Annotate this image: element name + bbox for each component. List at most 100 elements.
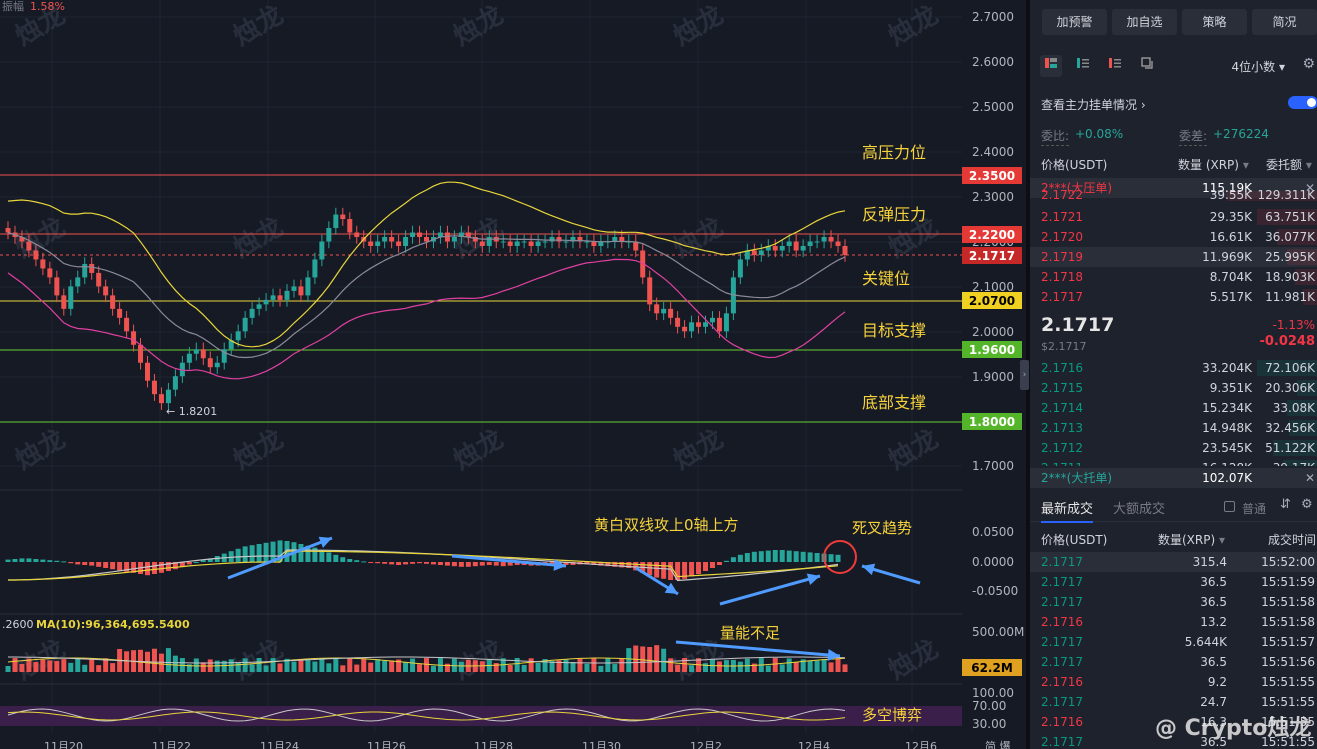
- ask-row[interactable]: 2.1720 16.61K 36.077K: [1030, 227, 1317, 247]
- main-orders-toggle[interactable]: [1288, 96, 1317, 109]
- volume-bar: [584, 663, 590, 672]
- overview-button[interactable]: 简况: [1252, 9, 1317, 35]
- macd-bar: [584, 562, 590, 565]
- qty-header[interactable]: 数量 (XRP) ▾: [1178, 156, 1249, 173]
- date-axis-label: 11月30: [582, 740, 621, 749]
- depth-bar: [1277, 229, 1317, 245]
- volume-bar: [12, 658, 18, 672]
- candle-body: [542, 241, 548, 243]
- ask-price: 2.1721: [1041, 210, 1083, 224]
- both-sides-view-icon[interactable]: [1040, 55, 1062, 77]
- tab-latest-trades[interactable]: 最新成交: [1041, 498, 1094, 523]
- volume-bar: [347, 658, 353, 672]
- rsi-axis-label: 30.00: [972, 717, 1006, 731]
- volume-bar: [424, 658, 429, 672]
- main-orders-link[interactable]: 查看主力挂单情况 ›: [1041, 96, 1146, 113]
- change-abs: -0.0248: [1259, 334, 1315, 349]
- candle-body: [549, 237, 555, 242]
- chevron-down-icon: ▾: [1278, 60, 1285, 74]
- bid-row[interactable]: 2.1715 9.351K 20.306K: [1030, 378, 1317, 398]
- add-favorite-button[interactable]: 加自选: [1112, 9, 1177, 35]
- close-icon[interactable]: ✕: [1304, 181, 1315, 195]
- filter-icon[interactable]: ⇵: [1280, 497, 1291, 512]
- macd-bar: [47, 560, 53, 562]
- add-alert-button[interactable]: 加预警: [1042, 9, 1107, 35]
- bid-row[interactable]: 2.1714 15.234K 33.08K: [1030, 398, 1317, 418]
- candle-body: [207, 358, 213, 368]
- volume-bar: [396, 659, 402, 672]
- macd-bar: [270, 541, 276, 562]
- normal-checkbox[interactable]: [1224, 501, 1235, 512]
- ratio-label: 委比:: [1041, 127, 1070, 146]
- candle-body: [165, 389, 171, 404]
- tab-large-trades[interactable]: 大额成交: [1113, 502, 1166, 517]
- watermark: 烛龙: [884, 424, 944, 476]
- price-axis-label: 2.6000: [972, 55, 1014, 69]
- trade-qty-header[interactable]: 数量(XRP) ▾: [1158, 531, 1225, 548]
- current-price-tag-bg: [962, 247, 1022, 264]
- annotation-death-cross: 死叉趋势: [852, 519, 912, 537]
- amount-header[interactable]: 委托额 ▾: [1266, 156, 1312, 173]
- gear-icon[interactable]: ⚙: [1302, 56, 1315, 72]
- volume-bar: [772, 658, 778, 672]
- macd-bar: [207, 558, 213, 562]
- macd-bar: [786, 550, 792, 562]
- settings-icon[interactable]: ⚙: [1301, 497, 1313, 512]
- macd-bar: [124, 562, 130, 572]
- bid-row[interactable]: 2.1711 16.128K 39.17K: [1030, 458, 1317, 466]
- bids-view-icon[interactable]: [1072, 55, 1094, 77]
- volume-bar: [549, 661, 555, 672]
- macd-arrow-2: [451, 554, 567, 568]
- ask-row[interactable]: 2.1721 29.35K 63.751K: [1030, 207, 1317, 227]
- macd-bar: [647, 562, 653, 576]
- candle-body: [249, 308, 255, 318]
- strategy-button[interactable]: 策略: [1182, 9, 1247, 35]
- ask-row[interactable]: 2.1722 39.55K 129.311K: [1030, 189, 1317, 201]
- kline-chart[interactable]: 烛龙烛龙烛龙烛龙烛龙烛龙烛龙烛龙烛龙烛龙烛龙烛龙烛龙烛龙烛龙烛龙烛龙烛龙烛龙烛龙…: [0, 0, 1026, 749]
- asks-view-icon[interactable]: [1104, 55, 1126, 77]
- macd-bar: [417, 562, 423, 564]
- candle-body: [40, 259, 46, 269]
- candle-body: [256, 304, 262, 309]
- depth-bar: [1287, 249, 1317, 265]
- collapse-handle[interactable]: ›: [1020, 360, 1029, 390]
- macd-bar: [54, 560, 60, 562]
- volume-bar: [430, 665, 436, 672]
- last-price: 2.1717: [1041, 314, 1115, 336]
- price-axis-label: 1.9000: [972, 370, 1014, 384]
- bid-row[interactable]: 2.1712 23.545K 51.122K: [1030, 438, 1317, 458]
- trade-row: 2.1716 13.2 15:51:58: [1030, 612, 1317, 632]
- volume-bar: [165, 648, 171, 672]
- macd-bar: [682, 562, 688, 579]
- volume-bar: [563, 659, 569, 672]
- big-buy-row[interactable]: 2***(大托单) 102.07K ✕: [1030, 468, 1317, 488]
- macd-axis-label: 0.0500: [972, 525, 1014, 539]
- macd-bar: [465, 562, 471, 567]
- candle-body: [737, 259, 743, 278]
- chart-area[interactable]: 烛龙烛龙烛龙烛龙烛龙烛龙烛龙烛龙烛龙烛龙烛龙烛龙烛龙烛龙烛龙烛龙烛龙烛龙烛龙烛龙…: [0, 0, 1026, 749]
- volume-bar: [193, 658, 199, 672]
- depth-view-icon[interactable]: [1136, 55, 1158, 77]
- macd-bar: [40, 559, 46, 562]
- ask-row[interactable]: 2.1717 5.517K 11.981K: [1030, 287, 1317, 307]
- volume-bar: [542, 659, 548, 672]
- decimal-select[interactable]: 4位小数 ▾: [1232, 58, 1286, 75]
- ask-row[interactable]: 2.1718 8.704K 18.903K: [1030, 267, 1317, 287]
- resistance-high-tag: 2.3500: [969, 169, 1015, 183]
- bid-row[interactable]: 2.1716 33.204K 72.106K: [1030, 358, 1317, 378]
- volume-bar: [221, 660, 227, 672]
- candle-body: [284, 290, 290, 300]
- trade-row: 2.1717 5.644K 15:51:57: [1030, 632, 1317, 652]
- ask-price: 2.1719: [1041, 250, 1083, 264]
- candle-body: [647, 277, 653, 305]
- close-icon[interactable]: ✕: [1304, 471, 1315, 485]
- big-sell-row[interactable]: 2***(大压单) 115.19K ✕: [1030, 178, 1317, 198]
- volume-bar: [835, 658, 841, 672]
- decimal-select-label: 4位小数: [1231, 60, 1276, 74]
- main-orders-label: 查看主力挂单情况: [1041, 98, 1138, 112]
- bid-row[interactable]: 2.1713 14.948K 32.456K: [1030, 418, 1317, 438]
- normal-label: 普通: [1242, 502, 1267, 516]
- macd-bar: [430, 562, 436, 565]
- ask-row[interactable]: 2.1719 11.969K 25.995K: [1030, 247, 1317, 267]
- candle-body: [486, 237, 492, 246]
